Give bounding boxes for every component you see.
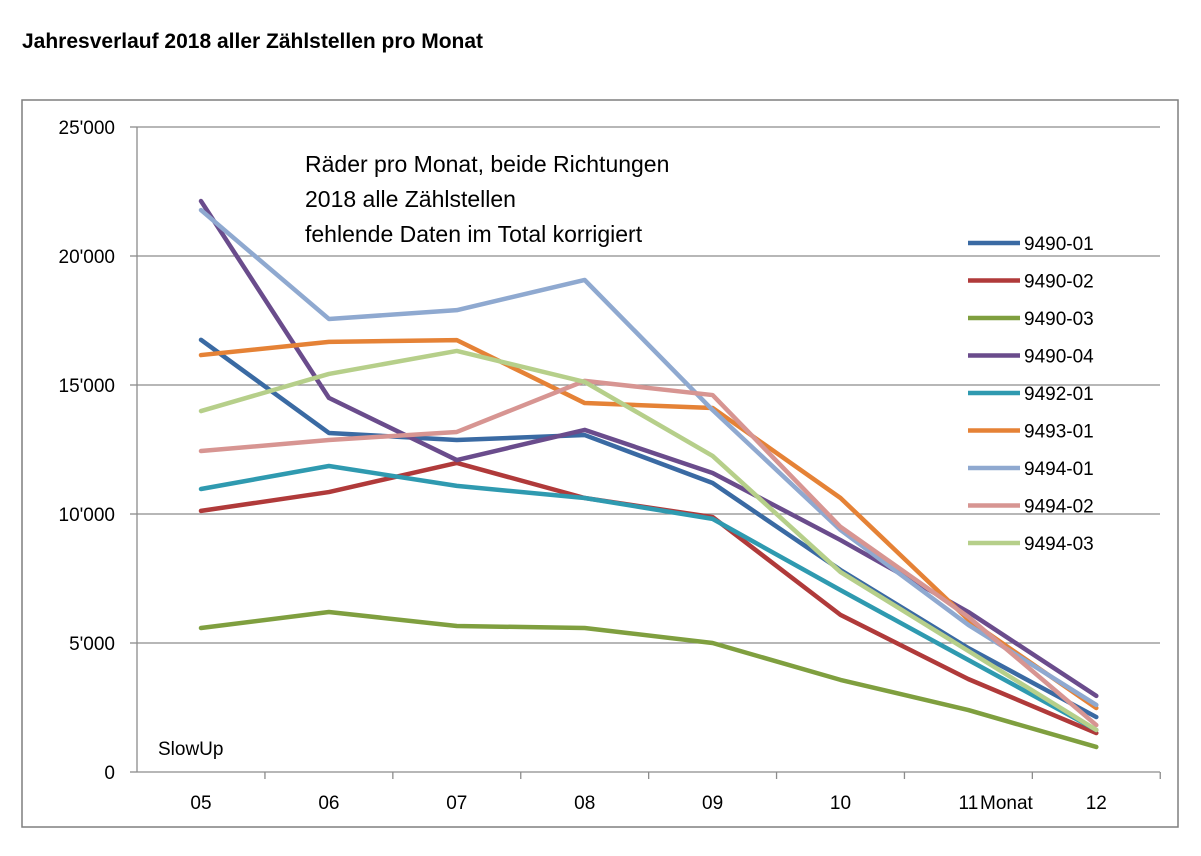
y-tick-label: 20'000 — [59, 247, 115, 268]
series-line-9490-01 — [198, 337, 1099, 720]
legend-label-9490-02: 9490-02 — [1024, 272, 1094, 293]
y-tick-label: 0 — [104, 763, 115, 784]
series-line-9494-02 — [198, 378, 1099, 728]
legend-label-9492-01: 9492-01 — [1024, 384, 1094, 405]
annotation-line-3: fehlende Daten im Total korrigiert — [305, 221, 643, 247]
corner-label: SlowUp — [158, 739, 223, 760]
x-tick-label: 10 — [830, 793, 851, 814]
annotation-line-2: 2018 alle Zählstellen — [305, 186, 516, 212]
x-tick-label: 07 — [446, 793, 467, 814]
legend-label-9490-04: 9490-04 — [1024, 347, 1094, 368]
annotation-line-1: Räder pro Monat, beide Richtungen — [305, 151, 669, 177]
y-tick-label: 10'000 — [59, 505, 115, 526]
legend-label-9493-01: 9493-01 — [1024, 422, 1094, 443]
legend-label-9494-01: 9494-01 — [1024, 459, 1094, 480]
x-tick-label: 12 — [1086, 793, 1107, 814]
chart-title: Jahresverlauf 2018 aller Zählstellen pro… — [22, 30, 483, 53]
series-line-9494-03 — [198, 348, 1099, 733]
series-line-9490-03 — [198, 609, 1099, 750]
series-line-9493-01 — [198, 337, 1099, 711]
x-axis-title: Monat — [980, 793, 1034, 814]
y-tick-label: 25'000 — [59, 118, 115, 139]
x-tick-label: 05 — [190, 793, 211, 814]
x-tick-label: 11 — [959, 793, 979, 814]
y-tick-label: 5'000 — [69, 634, 115, 655]
legend-label-9494-03: 9494-03 — [1024, 534, 1094, 555]
series-line-9490-02 — [198, 460, 1099, 736]
x-tick-label: 08 — [574, 793, 595, 814]
chart-frame — [21, 99, 1179, 828]
legend-label-9490-01: 9490-01 — [1024, 234, 1094, 255]
legend-label-9494-02: 9494-02 — [1024, 497, 1094, 518]
x-tick-label: 09 — [702, 793, 723, 814]
series-line-9494-01 — [198, 207, 1099, 708]
series-line-9492-01 — [198, 463, 1099, 733]
legend-label-9490-03: 9490-03 — [1024, 309, 1094, 330]
x-tick-label: 06 — [318, 793, 339, 814]
y-tick-label: 15'000 — [59, 376, 115, 397]
